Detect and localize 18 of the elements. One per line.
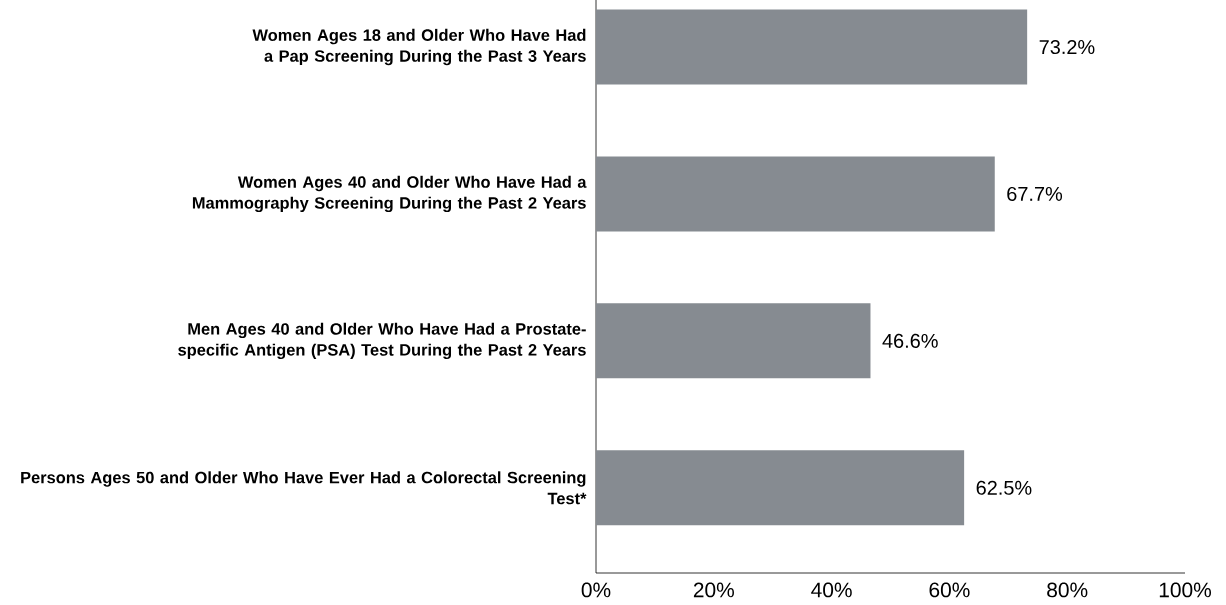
x-tick-label: 0% — [581, 582, 611, 598]
y-tick-label: Men Ages 40 and Older Who Have Had a Prostate-specific Antigen (PSA) Test During the Past 2 Years — [178, 322, 586, 360]
bar — [596, 156, 995, 232]
data-label: 73.2% — [1039, 39, 1095, 55]
x-tick-label: 100% — [1159, 582, 1212, 598]
x-tick-label: 60% — [929, 582, 970, 598]
x-tick-label: 80% — [1047, 582, 1088, 598]
x-tick-label: 20% — [693, 582, 734, 598]
y-tick-label: Women Ages 18 and Older Who Have Had a Pap Screening During the Past 3 Years — [252, 28, 586, 66]
data-label: 67.7% — [1007, 186, 1063, 201]
data-label: 62.5% — [976, 480, 1032, 495]
bar — [596, 450, 965, 526]
bar — [596, 9, 1028, 85]
y-tick-label: Women Ages 40 and Older Who Have Had a Mammography Screening During the Past 2 Years — [192, 175, 587, 213]
bar — [596, 303, 871, 379]
y-tick-label: Persons Ages 50 and Older Who Have Ever Had a Colorectal Screening Test* — [21, 471, 587, 505]
data-label: 46.6% — [882, 333, 938, 348]
x-tick-label: 40% — [811, 582, 852, 598]
